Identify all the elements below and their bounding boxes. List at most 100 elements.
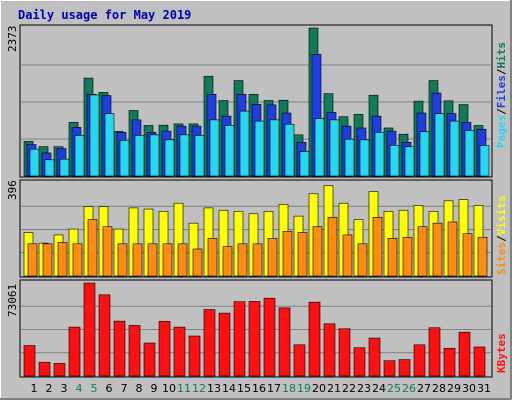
x-tick-label-day-14: 14 xyxy=(222,382,236,395)
bar-sites-day-30 xyxy=(462,233,473,277)
legend-panel2: Sites/Visits xyxy=(495,196,508,276)
bar-sites-day-7 xyxy=(117,243,128,277)
bar-pages-day-9 xyxy=(149,134,160,177)
bar-pages-day-15 xyxy=(239,110,250,177)
bar-pages-day-18 xyxy=(284,123,295,177)
legend-sep-3: / xyxy=(495,235,508,242)
bar-kbytes-day-4 xyxy=(68,326,81,377)
bar-pages-day-11 xyxy=(179,134,190,177)
bar-sites-day-19 xyxy=(297,232,308,277)
bar-pages-day-8 xyxy=(134,135,145,177)
bar-kbytes-day-20 xyxy=(308,301,321,377)
bar-pages-day-24 xyxy=(374,132,385,177)
x-tick-label-day-9: 9 xyxy=(151,382,158,395)
bar-sites-day-9 xyxy=(147,243,158,277)
legend-visits: Visits xyxy=(495,196,508,236)
bar-kbytes-day-8 xyxy=(128,325,141,377)
x-tick-label-day-24: 24 xyxy=(372,382,386,395)
x-tick-label-day-17: 17 xyxy=(267,382,281,395)
bar-kbytes-day-19 xyxy=(293,344,306,377)
bar-sites-day-25 xyxy=(387,238,398,277)
bar-pages-day-25 xyxy=(389,145,400,177)
panel3-ymax-label: 73061 xyxy=(6,284,19,317)
x-tick-label-day-25: 25 xyxy=(387,382,401,395)
bar-sites-day-1 xyxy=(27,243,38,277)
bar-pages-day-1 xyxy=(29,148,40,177)
x-tick-label-day-27: 27 xyxy=(417,382,431,395)
x-tick-label-day-16: 16 xyxy=(252,382,266,395)
bar-pages-day-4 xyxy=(74,135,85,177)
bar-kbytes-day-2 xyxy=(38,361,51,377)
bar-kbytes-day-22 xyxy=(338,328,351,377)
bar-kbytes-day-27 xyxy=(413,344,426,377)
bar-kbytes-day-11 xyxy=(173,326,186,377)
bar-kbytes-day-28 xyxy=(428,327,441,377)
bar-kbytes-day-18 xyxy=(278,307,291,377)
legend-sep-2: / xyxy=(495,68,508,75)
bar-kbytes-day-13 xyxy=(203,309,216,377)
x-tick-label-day-8: 8 xyxy=(136,382,143,395)
bar-pages-day-23 xyxy=(359,139,370,177)
bar-kbytes-day-9 xyxy=(143,342,156,377)
x-tick-label-day-21: 21 xyxy=(327,382,341,395)
bar-sites-day-29 xyxy=(447,221,458,277)
legend-kbytes: KBytes xyxy=(495,333,508,373)
x-tick-label-day-4: 4 xyxy=(76,382,83,395)
x-tick-label-day-30: 30 xyxy=(462,382,476,395)
bar-sites-day-27 xyxy=(417,226,428,277)
bar-kbytes-day-1 xyxy=(23,345,36,377)
bar-kbytes-day-31 xyxy=(473,346,486,377)
bar-kbytes-day-29 xyxy=(443,347,456,377)
x-axis-labels: 1 2 3 4 5 6 7 8 9 10 11 12 13 14 15 16 17 18 19 20 21 22 23 24 2… xyxy=(31,382,492,395)
bar-sites-day-18 xyxy=(282,231,293,277)
bar-sites-day-3 xyxy=(57,242,68,277)
bar-pages-day-13 xyxy=(209,119,220,177)
x-tick-label-day-11: 11 xyxy=(177,382,191,395)
x-tick-label-day-15: 15 xyxy=(237,382,251,395)
x-tick-label-day-19: 19 xyxy=(297,382,311,395)
panel1-ymax-label: 2373 xyxy=(6,26,19,53)
x-tick-label-day-20: 20 xyxy=(312,382,326,395)
x-tick-label-day-13: 13 xyxy=(207,382,221,395)
bars-layer xyxy=(23,27,490,377)
bar-kbytes-day-5 xyxy=(83,282,96,377)
x-tick-label-day-22: 22 xyxy=(342,382,356,395)
x-tick-label-day-12: 12 xyxy=(192,382,206,395)
bar-pages-day-10 xyxy=(164,139,175,177)
x-tick-label-day-3: 3 xyxy=(61,382,68,395)
bar-pages-day-6 xyxy=(104,113,115,177)
x-tick-label-day-5: 5 xyxy=(91,382,98,395)
bar-pages-day-29 xyxy=(449,120,460,177)
bar-sites-day-28 xyxy=(432,222,443,277)
bar-sites-day-12 xyxy=(192,248,203,277)
bar-sites-day-24 xyxy=(372,216,383,277)
bar-kbytes-day-25 xyxy=(383,360,396,377)
bar-pages-day-14 xyxy=(224,125,235,177)
bar-pages-day-3 xyxy=(59,158,70,177)
bar-kbytes-day-30 xyxy=(458,331,471,377)
bar-sites-day-6 xyxy=(102,226,113,277)
x-tick-label-day-26: 26 xyxy=(402,382,416,395)
bar-sites-day-17 xyxy=(267,238,278,277)
bar-sites-day-31 xyxy=(477,236,488,277)
bar-sites-day-16 xyxy=(252,243,263,277)
bar-kbytes-day-14 xyxy=(218,312,231,377)
bar-sites-day-15 xyxy=(237,243,248,277)
bar-pages-day-2 xyxy=(44,159,55,177)
legend-sites: Sites xyxy=(495,242,508,275)
bar-kbytes-day-3 xyxy=(53,363,66,377)
legend-panel3: KBytes xyxy=(495,333,508,373)
bar-kbytes-day-21 xyxy=(323,323,336,377)
bar-pages-day-28 xyxy=(434,113,445,177)
x-tick-label-day-29: 29 xyxy=(447,382,461,395)
bar-sites-day-23 xyxy=(357,243,368,277)
bar-pages-day-7 xyxy=(119,140,130,177)
bar-sites-day-5 xyxy=(87,219,98,277)
legend-panel1: Pages/Files/Hits xyxy=(495,42,508,148)
bar-pages-day-31 xyxy=(479,145,490,177)
x-tick-label-day-31: 31 xyxy=(477,382,491,395)
bar-sites-day-26 xyxy=(402,236,413,277)
x-tick-label-day-1: 1 xyxy=(31,382,38,395)
x-tick-label-day-6: 6 xyxy=(106,382,113,395)
